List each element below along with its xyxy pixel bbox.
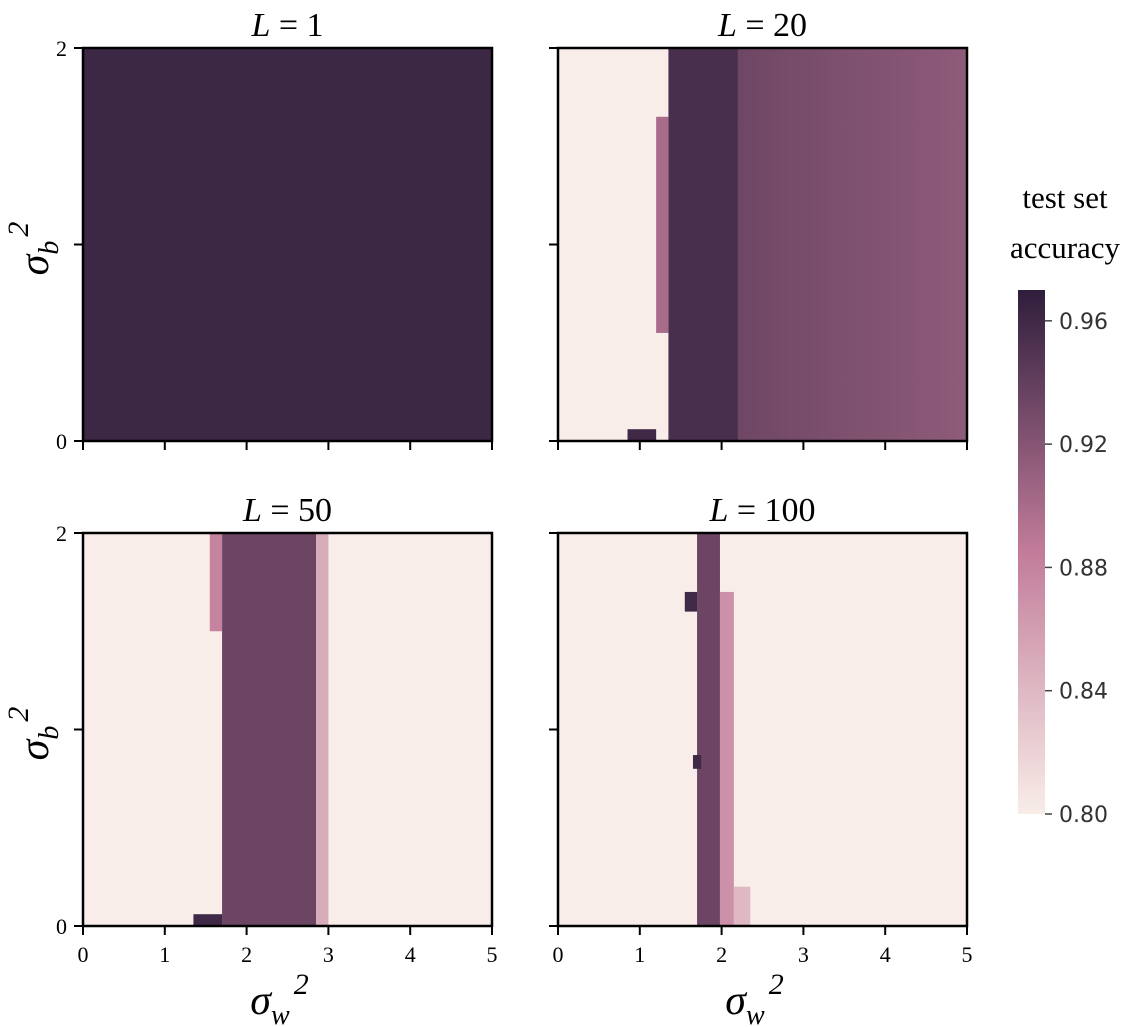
colorbar: 0.80 0.84 0.88 0.92 0.96 test set accuracy: [1010, 180, 1121, 828]
panel-1: L = 1 0 2 σb 2: [2, 7, 494, 454]
x-tick-label: 4: [405, 942, 416, 967]
panel-title-var: L: [250, 7, 270, 44]
y-axis-label-sub: b: [34, 726, 65, 740]
colorbar-title-line1: test set: [1022, 180, 1108, 215]
heatmap-region: [656, 116, 669, 333]
panel-title-eq: = 50: [262, 492, 332, 529]
heatmap-region: [733, 886, 751, 926]
heatmap-region: [209, 533, 223, 632]
x-tick-label: 5: [962, 942, 973, 967]
x-tick-label: 1: [634, 942, 645, 967]
x-axis-label-base: σ: [250, 978, 273, 1024]
heatmap-region: [668, 48, 738, 441]
y-axis-label-base: σ: [12, 737, 58, 760]
x-tick-label: 2: [716, 942, 727, 967]
panel-title-var: L: [717, 7, 737, 44]
heatmap-region: [697, 533, 720, 926]
heatmap-region: [222, 533, 317, 926]
panel-title-var: L: [708, 492, 728, 529]
heatmap-region: [692, 755, 702, 769]
panel-title-var: L: [242, 492, 262, 529]
heatmap-region: [193, 914, 223, 926]
panel-title-eq: = 1: [270, 7, 323, 44]
x-tick-label: 3: [323, 942, 334, 967]
panel-title: L = 1: [250, 7, 323, 44]
heatmap-region: [684, 591, 698, 612]
y-axis-label-sup: 2: [2, 222, 35, 237]
colorbar-tick-label: 0.96: [1059, 310, 1108, 335]
panel-title: L = 50: [242, 492, 332, 529]
colorbar-scale: [1018, 290, 1045, 814]
y-tick-label: 0: [56, 914, 67, 939]
x-axis-label-sup: 2: [294, 968, 309, 1001]
heatmap-region: [316, 533, 329, 926]
y-axis-label-sup: 2: [2, 707, 35, 722]
colorbar-tick-label: 0.92: [1059, 433, 1108, 458]
y-tick-label: 2: [56, 521, 67, 546]
y-axis-label: σb 2: [2, 707, 65, 761]
heatmap-background: [83, 48, 492, 441]
x-axis-label: σw2: [250, 968, 308, 1027]
panel-title: L = 100: [708, 492, 815, 529]
x-axis-label-sub: w: [746, 1000, 765, 1027]
colorbar-tick-label: 0.84: [1059, 680, 1108, 705]
panel-title: L = 20: [717, 7, 807, 44]
y-axis-label-base: σ: [12, 252, 58, 275]
y-axis-label-sub: b: [34, 241, 65, 255]
x-tick-label: 1: [159, 942, 170, 967]
colorbar-tick-label: 0.88: [1059, 556, 1108, 581]
x-tick-label: 2: [241, 942, 252, 967]
panel-2: L = 20: [549, 7, 969, 450]
x-tick-label: 0: [553, 942, 564, 967]
x-tick-label: 5: [487, 942, 498, 967]
heatmap-background: [558, 533, 967, 926]
heatmap-region: [719, 591, 734, 926]
x-tick-label: 3: [798, 942, 809, 967]
heatmap-region: [627, 429, 657, 441]
heatmap-region: [737, 48, 967, 441]
x-tick-label: 0: [78, 942, 89, 967]
x-axis-label-base: σ: [725, 978, 748, 1024]
x-tick-label: 4: [880, 942, 891, 967]
x-axis-label-sub: w: [271, 1000, 290, 1027]
colorbar-tick-label: 0.80: [1059, 803, 1108, 828]
x-axis-label: σw2: [725, 968, 783, 1027]
colorbar-title-line2: accuracy: [1010, 230, 1121, 265]
x-axis-label-sup: 2: [769, 968, 784, 1001]
panel-title-eq: = 20: [737, 7, 807, 44]
y-axis-label: σb 2: [2, 222, 65, 276]
y-tick-label: 0: [56, 429, 67, 454]
panel-title-eq: = 100: [728, 492, 815, 529]
y-tick-label: 2: [56, 36, 67, 61]
